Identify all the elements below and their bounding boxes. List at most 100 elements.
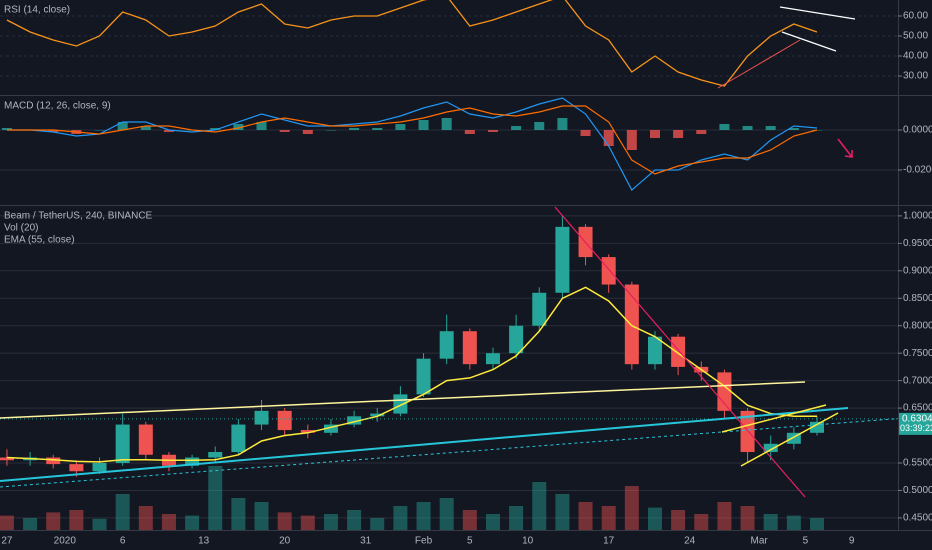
- y-tick-label: 1.0000: [903, 211, 932, 222]
- candle-body: [254, 410, 269, 425]
- volume-bar: [115, 494, 130, 530]
- volume-bar: [46, 512, 61, 530]
- volume-bar: [624, 486, 639, 530]
- candle-body: [624, 284, 639, 365]
- candle-body: [208, 452, 223, 458]
- histogram-bar: [395, 124, 406, 130]
- y-tick-label: 0.6500: [903, 403, 932, 414]
- candle-body: [763, 443, 778, 453]
- volume-bar: [717, 502, 732, 530]
- y-tick-label: 60.00: [903, 11, 928, 22]
- y-tick-label: 0.9500: [903, 238, 932, 249]
- last-price-label: 0.6304: [902, 413, 932, 424]
- y-tick-label: 0.5500: [903, 458, 932, 469]
- histogram-bar: [140, 126, 151, 130]
- histogram-bar: [94, 130, 105, 131]
- volume-bar: [578, 502, 593, 530]
- histogram-bar: [325, 130, 336, 131]
- y-tick-label: 50.00: [903, 31, 928, 42]
- trendline: [721, 404, 827, 433]
- volume-bar: [161, 514, 176, 530]
- candle-body: [532, 292, 547, 326]
- histogram-bar: [788, 128, 799, 130]
- y-tick-label: 0.5000: [903, 485, 932, 496]
- trendline: [779, 6, 856, 20]
- volume-bar: [647, 507, 662, 530]
- y-tick-label: 0.4500: [903, 513, 932, 524]
- x-tick-label: Feb: [415, 536, 433, 547]
- candle-body: [46, 457, 61, 465]
- candle-body: [231, 424, 246, 453]
- candle-body: [0, 457, 14, 461]
- candle-body: [485, 353, 500, 365]
- pane-plot: [6, 0, 818, 87]
- trendline: [0, 381, 806, 419]
- volume-bar: [809, 518, 824, 530]
- volume-bar: [763, 514, 778, 530]
- volume-bar: [138, 506, 153, 530]
- pane-title: MACD (12, 26, close, 9): [4, 101, 111, 112]
- histogram-bar: [441, 118, 452, 130]
- macd-line: [6, 105, 818, 175]
- trendline: [554, 206, 806, 498]
- histogram-bar: [302, 130, 313, 134]
- y-tick-label: 0.7000: [903, 375, 932, 386]
- volume-bar: [69, 510, 84, 530]
- histogram-bar: [534, 122, 545, 130]
- y-tick-label: 0.8500: [903, 293, 932, 304]
- y-tick-label: 0.7500: [903, 348, 932, 359]
- histogram-bar: [557, 118, 568, 130]
- x-tick-label: 20: [279, 536, 291, 547]
- histogram-bar: [279, 130, 290, 132]
- candle-body: [462, 331, 477, 365]
- candle-body: [92, 463, 107, 472]
- drawings: [0, 206, 898, 498]
- histogram-bar: [464, 130, 475, 134]
- histogram-bar: [626, 130, 637, 150]
- candle-body: [138, 424, 153, 455]
- histogram-bar: [649, 130, 660, 138]
- volume-bar: [231, 498, 246, 530]
- histogram-bar: [742, 126, 753, 130]
- trendline: [781, 31, 837, 52]
- histogram-bar: [487, 130, 498, 132]
- volume-bar: [694, 514, 709, 530]
- countdown-label: 03:39:23: [900, 423, 932, 433]
- candle-body: [185, 457, 200, 466]
- volume-bar: [370, 518, 385, 530]
- volume-bar: [208, 466, 223, 530]
- volume-bar: [347, 510, 362, 530]
- x-tick-label: 5: [467, 536, 473, 547]
- volume-bar: [671, 510, 686, 530]
- volume-bar: [462, 510, 477, 530]
- volume-bar: [439, 498, 454, 530]
- candle-body: [671, 336, 686, 367]
- pane-plot: [1, 97, 822, 191]
- candle-body: [277, 410, 292, 431]
- histogram-bar: [48, 130, 59, 132]
- pane-plot: [0, 215, 898, 530]
- pane-title: Beam / TetherUS, 240, BINANCE: [4, 211, 153, 222]
- volume-bar: [92, 518, 107, 530]
- volume-bar: [393, 506, 408, 530]
- trendline: [740, 412, 839, 467]
- pane-title: RSI (14, close): [4, 5, 70, 16]
- candle-body: [809, 421, 824, 433]
- volume-bar: [416, 502, 431, 530]
- volume-bar: [300, 515, 315, 530]
- trendline: [717, 39, 801, 89]
- histogram-bar: [1, 128, 12, 130]
- candle-body: [300, 430, 315, 433]
- histogram-bar: [349, 128, 360, 130]
- candle-body: [323, 424, 338, 433]
- x-tick-label: 24: [684, 536, 696, 547]
- indicator-label: Vol (20): [4, 223, 38, 234]
- volume-bar: [509, 506, 524, 530]
- candle-body: [439, 331, 454, 359]
- candle-body: [115, 424, 130, 464]
- volume-bar: [555, 494, 570, 530]
- x-tick-label: 17: [603, 536, 615, 547]
- x-tick-label: 5: [803, 536, 809, 547]
- histogram-bar: [210, 128, 221, 130]
